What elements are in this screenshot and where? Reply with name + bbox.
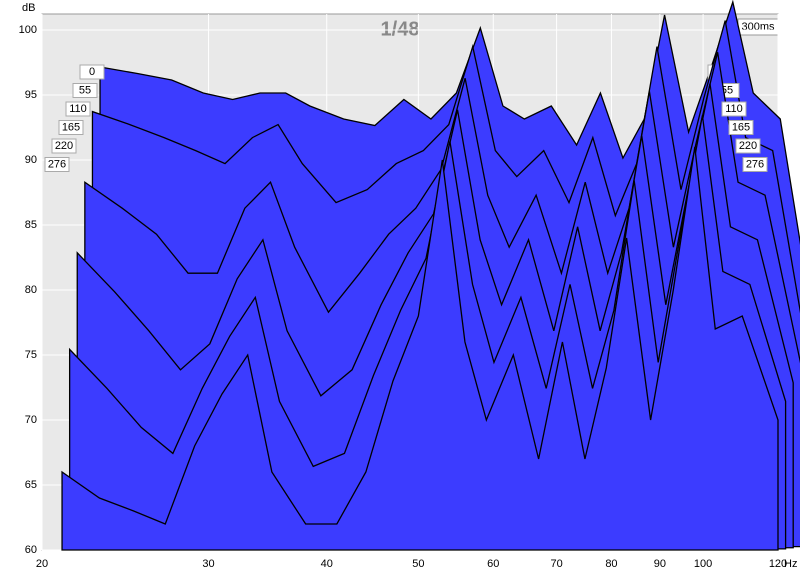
x-tick-label: 80	[605, 558, 617, 570]
time-label-box	[721, 101, 747, 117]
y-tick-label: 100	[19, 24, 37, 36]
x-tick-label: 40	[321, 558, 333, 570]
time-label-box	[72, 83, 98, 98]
x-tick-label: 70	[550, 558, 562, 570]
y-tick-label: 85	[25, 219, 37, 231]
time-label-left: 55	[79, 84, 91, 96]
x-tick-label: 90	[654, 558, 666, 570]
y-tick-label: 90	[25, 154, 37, 166]
time-label-box	[58, 120, 84, 135]
time-label-box	[65, 101, 91, 117]
time-label-right: 110	[725, 103, 743, 115]
time-label-box	[51, 138, 77, 154]
back-label: 300ms	[741, 21, 775, 33]
x-unit: Hz	[784, 558, 797, 570]
time-label-left: 165	[62, 121, 80, 133]
x-tick-label: 20	[36, 558, 48, 570]
slice	[61, 146, 779, 551]
y-tick-label: 75	[25, 349, 37, 361]
x-tick-label: 100	[694, 558, 712, 570]
time-label-left: 276	[48, 158, 66, 170]
x-tick-label: 60	[487, 558, 499, 570]
time-label-box	[44, 157, 70, 172]
time-label-right: 276	[746, 158, 764, 170]
chart-title: 1/48	[381, 18, 420, 40]
time-label-left: 220	[55, 140, 73, 152]
y-tick-label: 60	[25, 544, 37, 556]
time-label-left: 110	[69, 103, 87, 115]
y-tick-label: 70	[25, 414, 37, 426]
time-label-box	[728, 120, 754, 135]
x-tick-label: 30	[202, 558, 214, 570]
y-tick-label: 65	[25, 479, 37, 491]
y-unit: dB	[22, 2, 35, 14]
time-label-box	[742, 157, 768, 172]
time-label-box	[79, 64, 105, 80]
x-tick-label: 50	[412, 558, 424, 570]
time-label-right: 165	[732, 121, 750, 133]
time-label-box	[735, 138, 761, 154]
x-tick-label: 120	[769, 558, 787, 570]
y-tick-label: 95	[25, 89, 37, 101]
y-tick-label: 80	[25, 284, 37, 296]
time-label-right: 220	[739, 140, 757, 152]
time-label-left: 0	[89, 66, 95, 78]
